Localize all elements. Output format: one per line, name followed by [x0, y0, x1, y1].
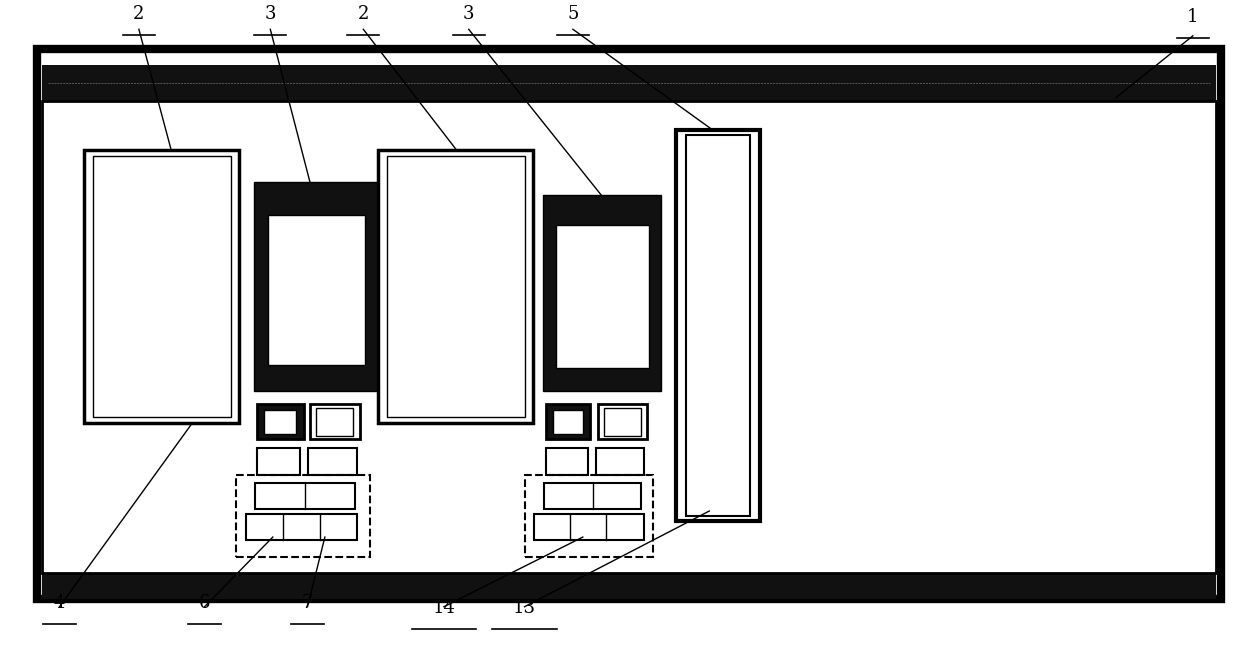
- Text: 4: 4: [53, 594, 66, 612]
- Bar: [553, 410, 583, 434]
- Bar: [255, 483, 355, 509]
- Text: 13: 13: [513, 599, 536, 617]
- Bar: [236, 475, 370, 557]
- Bar: [264, 410, 296, 434]
- Bar: [686, 135, 750, 516]
- Bar: [546, 448, 588, 475]
- Bar: [604, 408, 641, 436]
- Bar: [310, 404, 360, 439]
- Bar: [268, 215, 365, 365]
- Bar: [598, 404, 647, 439]
- Bar: [676, 130, 760, 521]
- Bar: [42, 101, 1216, 573]
- Bar: [254, 182, 378, 391]
- Text: 3: 3: [264, 5, 277, 23]
- Bar: [387, 156, 525, 417]
- Text: 2: 2: [357, 5, 370, 23]
- Bar: [246, 514, 357, 540]
- Bar: [534, 514, 644, 540]
- Bar: [257, 404, 304, 439]
- Bar: [42, 573, 1216, 599]
- Bar: [378, 150, 533, 423]
- Bar: [37, 49, 1221, 599]
- Bar: [544, 483, 641, 509]
- Bar: [316, 408, 353, 436]
- Text: 3: 3: [463, 5, 475, 23]
- Text: 5: 5: [567, 5, 579, 23]
- Bar: [93, 156, 231, 417]
- Text: 6: 6: [198, 594, 211, 612]
- Bar: [546, 404, 590, 439]
- Text: 14: 14: [433, 599, 455, 617]
- Bar: [596, 448, 644, 475]
- Bar: [42, 65, 1216, 101]
- Bar: [257, 448, 300, 475]
- Bar: [84, 150, 239, 423]
- Text: 7: 7: [301, 594, 314, 612]
- Text: 1: 1: [1187, 8, 1199, 26]
- Bar: [525, 475, 653, 557]
- Bar: [308, 448, 357, 475]
- Bar: [556, 225, 649, 368]
- Text: 2: 2: [133, 5, 145, 23]
- Bar: [543, 195, 661, 391]
